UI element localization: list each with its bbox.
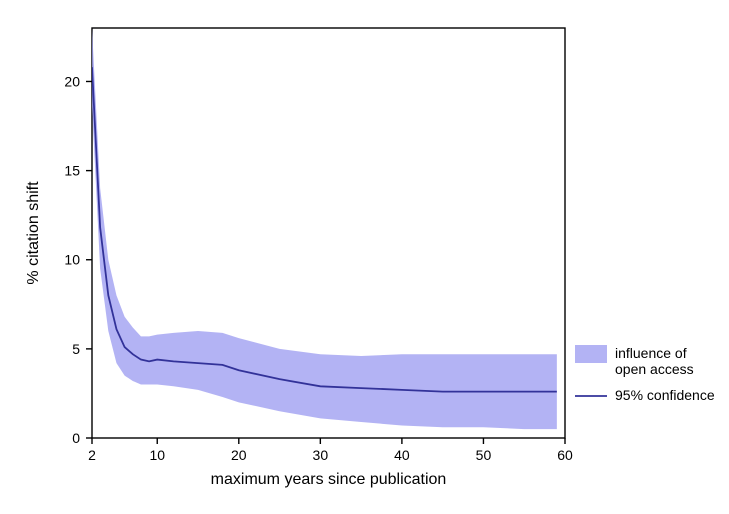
citation-shift-chart: 2 10 20 30 40 50 60 0 5 10 15 20 maximum years since… (0, 0, 729, 514)
legend-label: open access (615, 361, 694, 377)
x-tick-label: 30 (313, 447, 329, 463)
legend-label: influence of (615, 345, 687, 361)
y-tick-label: 5 (72, 341, 80, 357)
x-tick-label: 20 (231, 447, 247, 463)
x-axis-label: maximum years since publication (211, 471, 447, 488)
y-axis-label: % citation shift (25, 181, 42, 285)
legend-band-swatch (575, 345, 607, 363)
x-tick-label: 2 (88, 447, 96, 463)
y-tick-label: 10 (64, 252, 80, 268)
x-tick-label: 60 (557, 447, 573, 463)
legend-label: 95% confidence (615, 387, 715, 403)
x-tick-label: 50 (476, 447, 492, 463)
x-tick-label: 10 (149, 447, 165, 463)
x-tick-label: 40 (394, 447, 410, 463)
y-tick-label: 15 (64, 163, 80, 179)
y-tick-label: 0 (72, 430, 80, 446)
y-tick-label: 20 (64, 73, 80, 89)
